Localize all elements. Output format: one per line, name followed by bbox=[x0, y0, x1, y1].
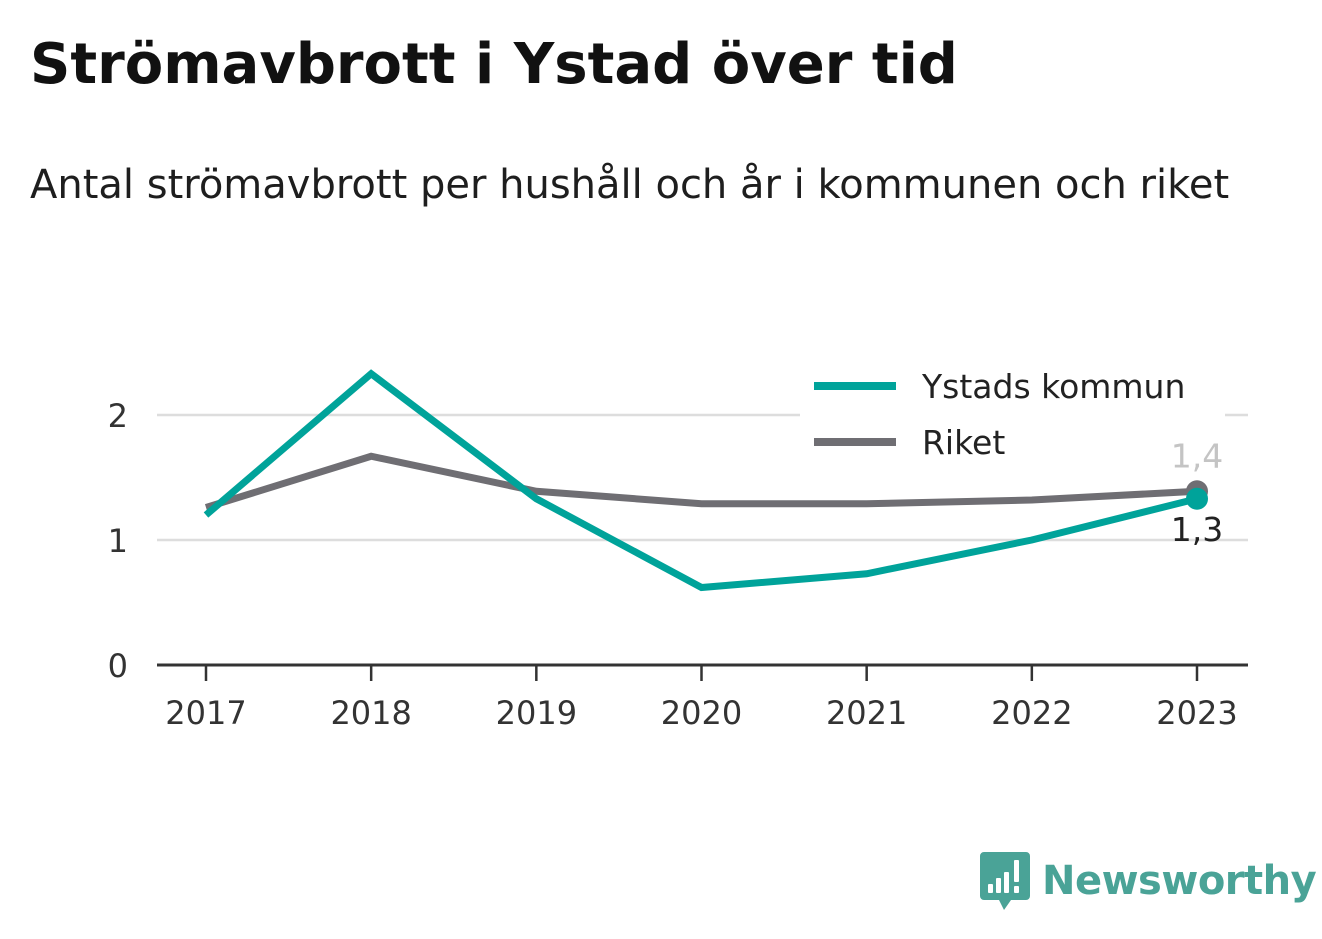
series-lines bbox=[203, 369, 1208, 592]
x-tick-label: 2019 bbox=[496, 694, 577, 732]
legend-label: Riket bbox=[922, 423, 1005, 462]
chart-subtitle: Antal strömavbrott per hushåll och år i … bbox=[30, 162, 1230, 208]
x-tick-label: 2021 bbox=[826, 694, 907, 732]
x-tick-label: 2023 bbox=[1156, 694, 1237, 732]
chart-title: Strömavbrott i Ystad över tid bbox=[30, 32, 958, 97]
end-value-label: 1,3 bbox=[1171, 510, 1223, 549]
x-tick-label: 2017 bbox=[165, 694, 246, 732]
y-tick-label: 2 bbox=[108, 397, 128, 435]
x-tick-label: 2022 bbox=[991, 694, 1072, 732]
series-line bbox=[204, 452, 1198, 511]
end-value-label: 1,4 bbox=[1171, 436, 1223, 475]
y-tick-label: 1 bbox=[108, 522, 128, 560]
series-line bbox=[203, 369, 1198, 592]
legend: Ystads kommun Riket bbox=[800, 358, 1225, 470]
brand-logo: Newsworthy bbox=[980, 850, 1317, 912]
brand-name: Newsworthy bbox=[1042, 858, 1317, 904]
legend-background bbox=[800, 358, 1225, 470]
legend-label: Ystads kommun bbox=[921, 367, 1185, 406]
series-end-point bbox=[1186, 487, 1208, 510]
end-value-labels: 1,3 1,4 bbox=[1171, 436, 1223, 549]
y-tick-label: 0 bbox=[108, 647, 128, 685]
bar-chart-speech-bubble-icon bbox=[980, 852, 1030, 910]
x-tick-label: 2018 bbox=[330, 694, 411, 732]
axes: 0 1 2 2017 2018 2019 2020 2021 2022 2023 bbox=[108, 397, 1248, 732]
x-tick-label: 2020 bbox=[661, 694, 742, 732]
